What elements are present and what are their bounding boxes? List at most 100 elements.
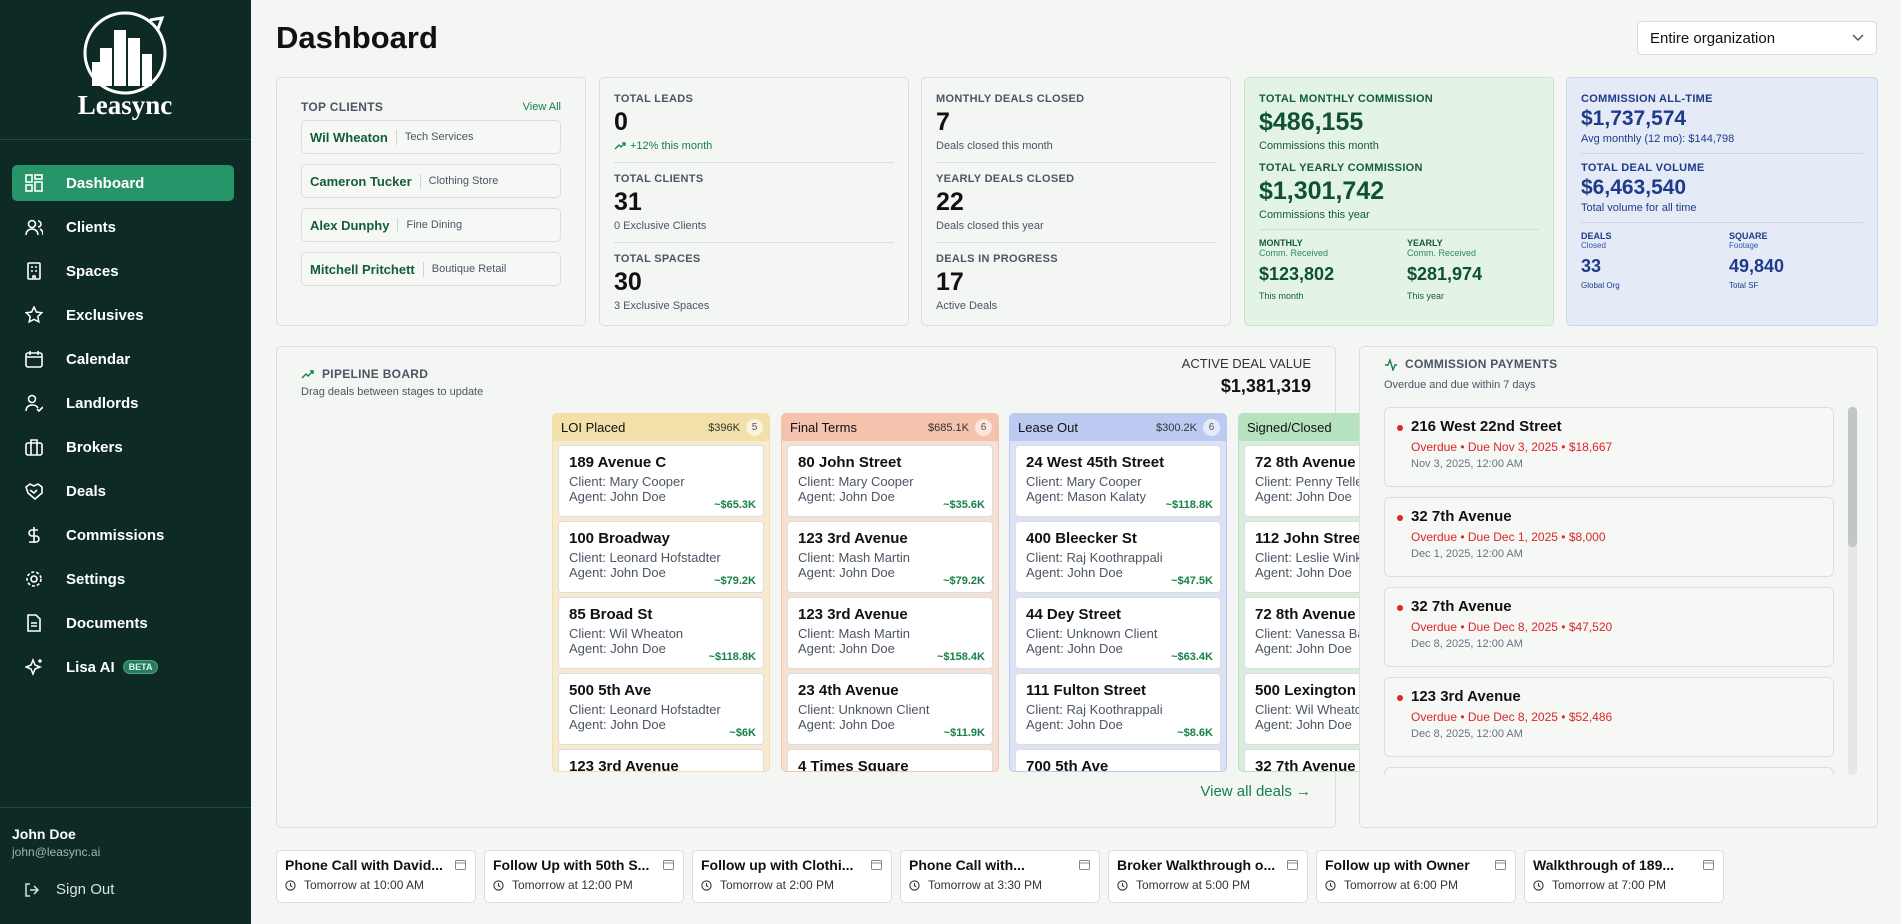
payments-scrollbar[interactable] [1848, 407, 1857, 775]
deal-card[interactable]: 24 West 45th Street Client: Mary Cooper Ag… [1015, 445, 1221, 517]
monthly-commission-value: $486,155 [1259, 108, 1364, 136]
view-all-deals-link[interactable]: View all deals → [1200, 783, 1311, 800]
deal-agent: Agent: John Doe [569, 565, 666, 580]
sidebar-item-deals[interactable]: Deals [12, 473, 234, 509]
deal-card[interactable]: 500 5th Ave Client: Leonard Hofstadter Age… [558, 673, 764, 745]
sidebar-item-clients[interactable]: Clients [12, 209, 234, 245]
view-all-clients-link[interactable]: View All [522, 101, 561, 113]
deal-card[interactable]: 123 3rd Avenue [558, 749, 764, 772]
sidebar-item-label: Deals [66, 482, 107, 500]
deal-card[interactable]: 4 Times Square [787, 749, 993, 771]
payment-item[interactable] [1384, 767, 1834, 775]
clock-icon [1533, 879, 1544, 891]
task-card[interactable]: Follow up with Owner Tomorrow at 6:00 PM [1316, 850, 1516, 903]
stage-name: Final Terms [790, 420, 857, 435]
deal-agent: Agent: John Doe [798, 717, 895, 732]
payment-item[interactable]: 123 3rd Avenue Overdue • Due Dec 8, 2025 … [1384, 677, 1834, 757]
stage-count: 6 [975, 419, 992, 436]
deal-address: 100 Broadway [569, 530, 670, 547]
yearly-deals-value: 22 [936, 188, 964, 216]
payment-item[interactable]: 32 7th Avenue Overdue • Due Dec 8, 2025 •… [1384, 587, 1834, 667]
deal-value: ~$118.8K [708, 651, 756, 663]
sidebar-item-landlords[interactable]: Landlords [12, 385, 234, 421]
deal-agent: Agent: John Doe [569, 717, 666, 732]
sidebar-item-exclusives[interactable]: Exclusives [12, 297, 234, 333]
sidebar-item-calendar[interactable]: Calendar [12, 341, 234, 377]
yearly-commission-label: TOTAL YEARLY COMMISSION [1259, 162, 1423, 174]
payment-item[interactable]: 216 West 22nd Street Overdue • Due Nov 3,… [1384, 407, 1834, 487]
sidebar-item-commissions[interactable]: Commissions [12, 517, 234, 553]
active-deal-value-label: ACTIVE DEAL VALUE [1181, 356, 1311, 371]
calendar-icon[interactable] [663, 859, 674, 870]
deals-closed-label: DEALS [1581, 231, 1612, 241]
deal-card[interactable]: 111 Fulton Street Client: Raj Koothrappal… [1015, 673, 1221, 745]
organization-select[interactable]: Entire organization [1637, 21, 1877, 55]
task-card[interactable]: Broker Walkthrough o... Tomorrow at 5:00 … [1108, 850, 1308, 903]
sidebar-item-brokers[interactable]: Brokers [12, 429, 234, 465]
deal-address: 123 3rd Avenue [569, 758, 679, 772]
deal-client: Client: Wil Wheaton [569, 626, 684, 641]
task-card[interactable]: Follow up with Clothi... Tomorrow at 2:00… [692, 850, 892, 903]
task-card[interactable]: Phone Call with David... Tomorrow at 10:0… [276, 850, 476, 903]
deal-card[interactable]: 23 4th Avenue Client: Unknown Client Agent… [787, 673, 993, 745]
sign-out-button[interactable]: Sign Out [24, 881, 114, 898]
sidebar-item-label: Documents [66, 614, 148, 632]
calendar-icon[interactable] [1495, 859, 1506, 870]
deal-volume-label: TOTAL DEAL VOLUME [1581, 162, 1705, 174]
deal-card[interactable]: 100 Broadway Client: Leonard Hofstadter Ag… [558, 521, 764, 593]
square-footage-value: 49,840 [1729, 256, 1785, 276]
deal-card[interactable]: 400 Bleecker St Client: Raj Koothrappali A… [1015, 521, 1221, 593]
sidebar-item-documents[interactable]: Documents [12, 605, 234, 641]
calendar-icon[interactable] [871, 859, 882, 870]
sidebar-divider [0, 139, 251, 140]
client-row[interactable]: Alex Dunphy Fine Dining [301, 208, 561, 242]
stage-count: 5 [746, 419, 763, 436]
deal-card[interactable]: 85 Broad St Client: Wil Wheaton Agent: Joh… [558, 597, 764, 669]
deal-card[interactable]: 123 3rd Avenue Client: Mash Martin Agent: … [787, 521, 993, 593]
deal-card[interactable]: 500 Lexington Ave Client: Wil Wheaton Agen… [1244, 673, 1450, 745]
deal-card[interactable]: 80 John Street Client: Mary Cooper Agent: … [787, 445, 993, 517]
calendar-icon[interactable] [455, 859, 466, 870]
task-card[interactable]: Follow Up with 50th S... Tomorrow at 12:0… [484, 850, 684, 903]
divider [936, 162, 1216, 163]
client-row[interactable]: Mitchell Pritchett Boutique Retail [301, 252, 561, 286]
payment-date: Dec 8, 2025, 12:00 AM [1411, 638, 1523, 650]
task-card[interactable]: Walkthrough of 189... Tomorrow at 7:00 PM [1524, 850, 1724, 903]
commission-alltime-value: $1,737,574 [1581, 107, 1687, 130]
trend-up-icon [614, 142, 626, 150]
sidebar-item-spaces[interactable]: Spaces [12, 253, 234, 289]
task-card[interactable]: Phone Call with... Tomorrow at 3:30 PM [900, 850, 1100, 903]
clock-icon [701, 879, 712, 891]
sidebar-item-lisa-ai[interactable]: Lisa AI BETA [12, 649, 234, 685]
leasync-logo[interactable]: Leasync [70, 8, 180, 120]
deal-client: Client: Vanessa Baxter [1255, 626, 1387, 641]
deal-card[interactable]: 123 3rd Avenue Client: Mash Martin Agent: … [787, 597, 993, 669]
calendar-icon [24, 349, 44, 369]
payment-date: Dec 8, 2025, 12:00 AM [1411, 728, 1523, 740]
avg-monthly-text: Avg monthly (12 mo): $144,798 [1581, 133, 1735, 145]
sign-out-label: Sign Out [56, 881, 115, 898]
calendar-icon[interactable] [1287, 859, 1298, 870]
deal-client: Client: Wil Wheaton [1255, 702, 1370, 717]
deal-card[interactable]: 189 Avenue C Client: Mary Cooper Agent: Jo… [558, 445, 764, 517]
deal-client: Client: Mash Martin [798, 626, 910, 641]
sidebar-item-label: Lisa AI [66, 658, 115, 676]
sidebar-item-dashboard[interactable]: Dashboard [12, 165, 234, 201]
client-row[interactable]: Cameron Tucker Clothing Store [301, 164, 561, 198]
deal-value: ~$79.2K [714, 575, 756, 587]
client-row[interactable]: Wil Wheaton Tech Services [301, 120, 561, 154]
client-type: Boutique Retail [431, 263, 507, 275]
deal-address: 32 7th Avenue [1255, 758, 1356, 772]
payment-item[interactable]: 32 7th Avenue Overdue • Due Dec 1, 2025 •… [1384, 497, 1834, 577]
calendar-icon[interactable] [1079, 859, 1090, 870]
payments-scrollbar-thumb[interactable] [1848, 407, 1857, 547]
calendar-icon[interactable] [1703, 859, 1714, 870]
deal-card[interactable]: 700 5th Ave [1015, 749, 1221, 771]
deal-card[interactable]: 44 Dey Street Client: Unknown Client Agent… [1015, 597, 1221, 669]
payment-status: Overdue • Due Dec 8, 2025 • $52,486 [1411, 710, 1613, 724]
deal-value: ~$47.5K [1171, 575, 1213, 587]
sidebar-item-settings[interactable]: Settings [12, 561, 234, 597]
deal-agent: Agent: John Doe [1026, 717, 1123, 732]
deal-address: 85 Broad St [569, 606, 653, 623]
top-clients-title: TOP CLIENTS [301, 100, 384, 114]
